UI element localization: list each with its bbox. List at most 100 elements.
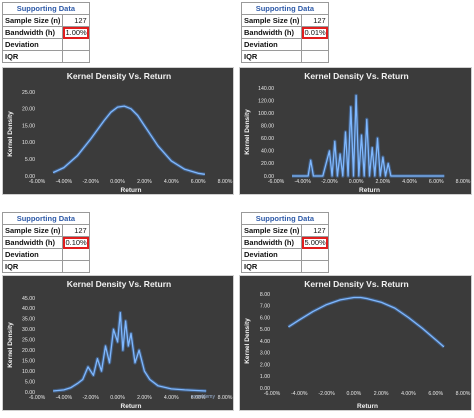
x-axis-label: Return: [121, 403, 142, 410]
y-axis-label: Kernel Density: [244, 318, 251, 364]
iqr-value[interactable]: [62, 260, 90, 273]
y-tick-label: 10.00: [22, 140, 35, 146]
iqr-label: IQR: [240, 50, 303, 63]
x-tick-label: 0.00%: [346, 391, 361, 397]
deviation-label: Deviation: [1, 38, 64, 51]
y-tick-label: 7.00: [260, 304, 270, 310]
deviation-label: Deviation: [240, 248, 303, 261]
series-line: [52, 105, 205, 175]
chart-svg: Kernel Density Vs. Return 0.00 5.00 10.00 15…: [7, 71, 233, 194]
x-tick-label: 8.00%: [218, 395, 233, 401]
chart-title: Kernel Density Vs. Return: [67, 279, 171, 289]
x-tick-label: -4.00%: [291, 391, 308, 397]
x-tick-label: 0.00%: [110, 179, 125, 185]
y-tick-label: 45.00: [22, 296, 35, 302]
deviation-value[interactable]: [301, 38, 329, 51]
supporting-data-table-4: Supporting Data Sample Size (n) 127 Bandw…: [240, 212, 329, 273]
x-tick-label: -4.00%: [56, 179, 73, 185]
x-tick-label: 6.00%: [429, 179, 444, 185]
bandwidth-value[interactable]: 1.00%: [62, 26, 90, 39]
y-tick-label: 120.00: [258, 98, 274, 104]
x-axis-label: Return: [357, 403, 378, 410]
chart-title: Kernel Density Vs. Return: [304, 279, 408, 289]
bandwidth-value[interactable]: 5.00%: [301, 236, 329, 249]
bandwidth-label: Bandwidth (h): [1, 236, 64, 249]
y-tick-label: 5.00: [25, 157, 35, 163]
deviation-label: Deviation: [240, 38, 303, 51]
chart-svg: Kernel Density Vs. Return 0.00 20.00 40.00 6…: [244, 71, 471, 194]
sample-size-value[interactable]: 127: [62, 14, 90, 27]
x-tick-label: 4.00%: [164, 395, 179, 401]
deviation-value[interactable]: [62, 38, 90, 51]
sample-size-label: Sample Size (n): [1, 14, 64, 27]
supporting-data-table-1: Supporting Data Sample Size (n) 127 Bandw…: [1, 2, 90, 63]
y-tick-label: 0.00: [25, 390, 35, 396]
sample-size-label: Sample Size (n): [240, 14, 303, 27]
table-header: Supporting Data: [241, 2, 329, 15]
series-line: [288, 296, 445, 348]
y-axis-label: Kernel Density: [7, 111, 14, 157]
x-tick-label: -2.00%: [82, 395, 99, 401]
y-tick-label: 35.00: [22, 317, 35, 323]
iqr-value[interactable]: [62, 50, 90, 63]
y-tick-label: 5.00: [25, 379, 35, 385]
chart-svg: Kernel Density Vs. Return 0.00 5.00 10.00 15…: [7, 279, 233, 410]
sample-size-value[interactable]: 127: [62, 224, 90, 237]
y-tick-label: 8.00: [260, 292, 270, 298]
y-tick-label: 20.00: [22, 107, 35, 113]
x-tick-label: 6.00%: [191, 395, 206, 401]
x-tick-label: 2.00%: [374, 391, 389, 397]
x-tick-label: 8.00%: [456, 179, 471, 185]
chart-svg: Kernel Density Vs. Return 0.00 1.00 2.00 3.0…: [244, 279, 471, 410]
y-tick-label: 40.00: [261, 149, 274, 155]
x-tick-label: -4.00%: [294, 179, 311, 185]
x-tick-label: 4.00%: [402, 179, 417, 185]
bandwidth-value[interactable]: 0.10%: [62, 236, 90, 249]
sample-size-label: Sample Size (n): [1, 224, 64, 237]
table-header: Supporting Data: [2, 2, 90, 15]
x-tick-label: -6.00%: [29, 179, 46, 185]
y-tick-label: 15.00: [22, 123, 35, 129]
sample-size-value[interactable]: 127: [301, 224, 329, 237]
x-tick-label: -6.00%: [264, 391, 281, 397]
kernel-density-chart-3[interactable]: Kernel Density Vs. Return 0.00 5.00 10.00 15…: [2, 275, 234, 411]
supporting-data-table-3: Supporting Data Sample Size (n) 127 Bandw…: [1, 212, 90, 273]
y-tick-label: 15.00: [22, 358, 35, 364]
kernel-density-chart-2[interactable]: Kernel Density Vs. Return 0.00 20.00 40.00 6…: [239, 67, 472, 195]
x-tick-label: 0.00%: [349, 179, 364, 185]
x-tick-label: -2.00%: [318, 391, 335, 397]
y-tick-label: 20.00: [22, 348, 35, 354]
x-tick-label: 2.00%: [375, 179, 390, 185]
x-tick-label: -2.00%: [82, 179, 99, 185]
kernel-density-chart-4[interactable]: Kernel Density Vs. Return 0.00 1.00 2.00 3.0…: [239, 275, 472, 411]
x-tick-label: 0.00%: [110, 395, 125, 401]
table-header: Supporting Data: [2, 212, 90, 225]
iqr-label: IQR: [240, 260, 303, 273]
y-tick-label: 5.00: [260, 327, 270, 333]
sample-size-label: Sample Size (n): [240, 224, 303, 237]
iqr-label: IQR: [1, 260, 64, 273]
x-tick-label: 6.00%: [191, 179, 206, 185]
x-tick-label: -2.00%: [321, 179, 338, 185]
table-header: Supporting Data: [241, 212, 329, 225]
iqr-value[interactable]: [301, 50, 329, 63]
y-axis-label: Kernel Density: [7, 322, 14, 368]
x-tick-label: 4.00%: [401, 391, 416, 397]
y-tick-label: 0.00: [25, 174, 35, 180]
iqr-value[interactable]: [301, 260, 329, 273]
series-glow: [52, 310, 207, 393]
x-tick-label: 8.00%: [218, 179, 233, 185]
sample-size-value[interactable]: 127: [301, 14, 329, 27]
kernel-density-chart-1[interactable]: Kernel Density Vs. Return 0.00 5.00 10.00 15…: [2, 67, 234, 195]
iqr-label: IQR: [1, 50, 64, 63]
deviation-value[interactable]: [62, 248, 90, 261]
bandwidth-label: Bandwidth (h): [1, 26, 64, 39]
deviation-value[interactable]: [301, 248, 329, 261]
x-tick-label: 2.00%: [137, 395, 152, 401]
x-axis-label: Return: [121, 187, 142, 194]
y-tick-label: 4.00: [260, 339, 270, 345]
x-tick-label: -4.00%: [56, 395, 73, 401]
y-tick-label: 20.00: [261, 161, 274, 167]
bandwidth-value[interactable]: 0.01%: [301, 26, 329, 39]
y-tick-label: 40.00: [22, 306, 35, 312]
